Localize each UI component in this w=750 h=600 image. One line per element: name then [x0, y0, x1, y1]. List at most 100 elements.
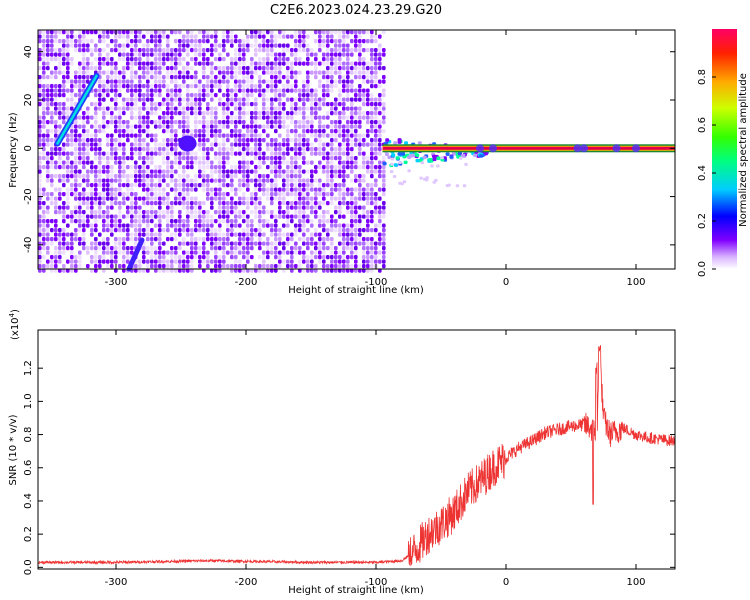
- spectrogram-cell: [198, 255, 202, 260]
- spectrogram-cell: [282, 43, 286, 48]
- spectrogram-cell: [126, 250, 130, 255]
- spectrogram-cell: [98, 160, 102, 165]
- spectrogram-cell: [186, 228, 190, 233]
- spectrogram-cell: [202, 160, 206, 165]
- spectrogram-cell: [230, 219, 234, 224]
- spectrogram-cell: [354, 241, 358, 246]
- spectrogram-cell: [382, 120, 386, 125]
- spectrogram-cell: [234, 174, 238, 179]
- spectrogram-cell: [46, 228, 50, 233]
- spectrogram-cell: [86, 151, 90, 156]
- spectrogram-cell: [218, 169, 222, 174]
- spectrogram-cell: [214, 165, 218, 170]
- spectrogram-cell: [382, 102, 386, 107]
- spectrogram-cell: [174, 120, 178, 125]
- spectrogram-cell: [310, 241, 314, 246]
- spectrogram-cell: [178, 48, 182, 53]
- spectrogram-cell: [370, 102, 374, 107]
- spectrogram-cell: [126, 165, 130, 170]
- spectrogram-cell: [174, 57, 178, 62]
- spectrogram-cell: [134, 133, 138, 138]
- spectrogram-cell: [266, 219, 270, 224]
- spectrogram-cell: [170, 106, 174, 111]
- spectrogram-cell: [230, 129, 234, 134]
- spectrogram-cell: [362, 97, 366, 102]
- spectrogram-cell: [98, 79, 102, 84]
- spectrogram-cell: [294, 61, 298, 66]
- spectrogram-cell: [210, 214, 214, 219]
- spectrogram-cell: [258, 111, 262, 116]
- spectrogram-cell: [50, 142, 54, 147]
- spectrogram-cell: [338, 102, 342, 107]
- spectrogram-cell: [354, 187, 358, 192]
- spectrogram-cell: [294, 48, 298, 53]
- spectrogram-cell: [374, 120, 378, 125]
- spectrogram-cell: [174, 106, 178, 111]
- spectrogram-cell: [86, 196, 90, 201]
- spectrogram-cell: [378, 169, 382, 174]
- spectrogram-cell: [354, 255, 358, 260]
- spectrogram-cell: [270, 232, 274, 237]
- spectrogram-cell: [206, 183, 210, 188]
- spectrogram-cell: [74, 219, 78, 224]
- spectrogram-cell: [38, 223, 42, 228]
- spectrogram-cell: [202, 84, 206, 89]
- spectrogram-cell: [114, 48, 118, 53]
- spectrogram-cell: [134, 34, 138, 39]
- spectrogram-cell: [186, 129, 190, 134]
- spectrogram-cell: [350, 160, 354, 165]
- spectrogram-cell: [206, 219, 210, 224]
- spectrogram-cell: [66, 61, 70, 66]
- spectrogram-cell: [354, 111, 358, 116]
- spectrogram-cell: [370, 34, 374, 39]
- spectrogram-cell: [242, 255, 246, 260]
- spectrogram-cell: [266, 264, 270, 269]
- spectrogram-cell: [322, 241, 326, 246]
- spectrogram-cell: [46, 39, 50, 44]
- spectrogram-cell: [82, 120, 86, 125]
- spectrogram-cell: [254, 34, 258, 39]
- spectrogram-cell: [302, 102, 306, 107]
- spectrogram-cell: [346, 93, 350, 98]
- spectrogram-cell: [54, 205, 58, 210]
- spectrogram-cell: [362, 48, 366, 53]
- spectrogram-cell: [98, 178, 102, 183]
- spectrogram-cell: [162, 75, 166, 80]
- spectrogram-cell: [230, 30, 234, 35]
- spectrogram-cell: [302, 223, 306, 228]
- spectrogram-cell: [62, 264, 66, 269]
- spectrogram-cell: [42, 124, 46, 129]
- spectrogram-cell: [382, 232, 386, 237]
- spectrogram-cell: [98, 66, 102, 71]
- spectrogram-cell: [258, 84, 262, 89]
- spectrogram-cell: [326, 160, 330, 165]
- spectrogram-cell: [186, 160, 190, 165]
- spectrogram-cell: [162, 214, 166, 219]
- spectrogram-cell: [198, 84, 202, 89]
- spectrogram-cell: [350, 237, 354, 242]
- spectrogram-cell: [54, 268, 58, 273]
- spectrogram-cell: [262, 61, 266, 66]
- spectrogram-cell: [174, 84, 178, 89]
- spectrogram-cell: [346, 75, 350, 80]
- spectrogram-cell: [94, 223, 98, 228]
- spectrogram-cell: [278, 147, 282, 152]
- spectrogram-cell: [378, 124, 382, 129]
- spectrogram-cell: [358, 174, 362, 179]
- spectrogram-cell: [366, 228, 370, 233]
- spectrogram-cell: [326, 169, 330, 174]
- spectrogram-cell: [290, 66, 294, 71]
- spectrogram-cell: [226, 174, 230, 179]
- spectrogram-cell: [134, 102, 138, 107]
- spectrogram-cell: [118, 228, 122, 233]
- spectrogram-cell: [318, 39, 322, 44]
- spectrogram-cell: [374, 246, 378, 251]
- spectrogram-cell: [234, 115, 238, 120]
- spectrogram-cell: [326, 124, 330, 129]
- spectrogram-cell: [262, 70, 266, 75]
- spectrogram-cell: [266, 57, 270, 62]
- spectrogram-cell: [66, 142, 70, 147]
- spectrogram-cell: [46, 97, 50, 102]
- spectrogram-cell: [114, 79, 118, 84]
- spectrogram-cell: [194, 124, 198, 129]
